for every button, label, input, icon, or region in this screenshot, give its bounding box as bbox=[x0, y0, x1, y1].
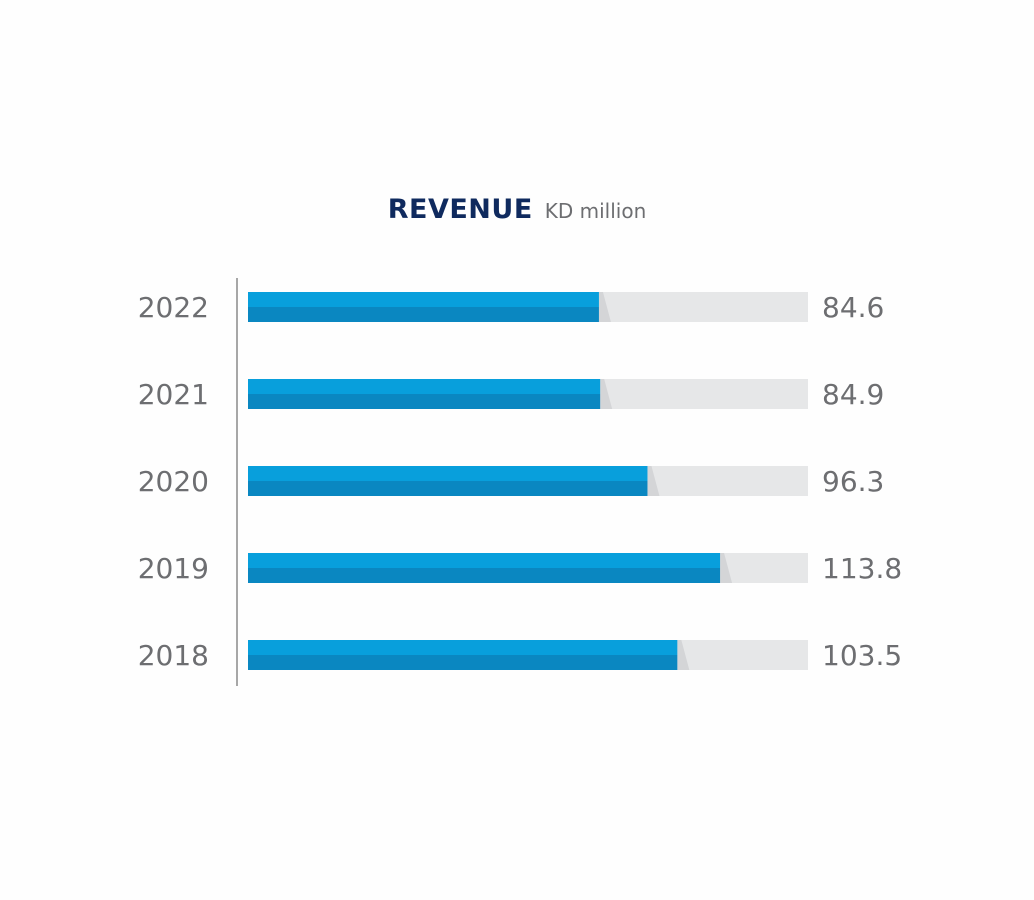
bar-shadow bbox=[677, 640, 690, 670]
bar-lower bbox=[248, 655, 678, 670]
bar-shadow bbox=[720, 553, 733, 583]
bar bbox=[248, 292, 599, 307]
chart-subtitle: KD million bbox=[544, 199, 647, 223]
category-label: 2021 bbox=[138, 378, 209, 411]
bar bbox=[248, 379, 601, 394]
bar bbox=[248, 466, 648, 481]
value-label: 113.8 bbox=[822, 552, 902, 585]
bar-shadow bbox=[598, 292, 611, 322]
category-label: 2019 bbox=[138, 552, 209, 585]
value-label: 96.3 bbox=[822, 465, 884, 498]
bar-shadow bbox=[600, 379, 613, 409]
bar-lower bbox=[248, 307, 599, 322]
category-label: 2020 bbox=[138, 465, 209, 498]
chart-title: REVENUE bbox=[387, 194, 533, 225]
category-label: 2018 bbox=[138, 639, 209, 672]
bar bbox=[248, 553, 721, 568]
category-label: 2022 bbox=[138, 291, 209, 324]
bar-lower bbox=[248, 394, 601, 409]
bar-lower bbox=[248, 481, 648, 496]
chart-title-block: REVENUE KD million bbox=[0, 194, 1034, 225]
value-label: 84.6 bbox=[822, 291, 884, 324]
value-label: 103.5 bbox=[822, 639, 902, 672]
bar-shadow bbox=[647, 466, 660, 496]
value-label: 84.9 bbox=[822, 378, 884, 411]
bar-lower bbox=[248, 568, 721, 583]
bar bbox=[248, 640, 678, 655]
